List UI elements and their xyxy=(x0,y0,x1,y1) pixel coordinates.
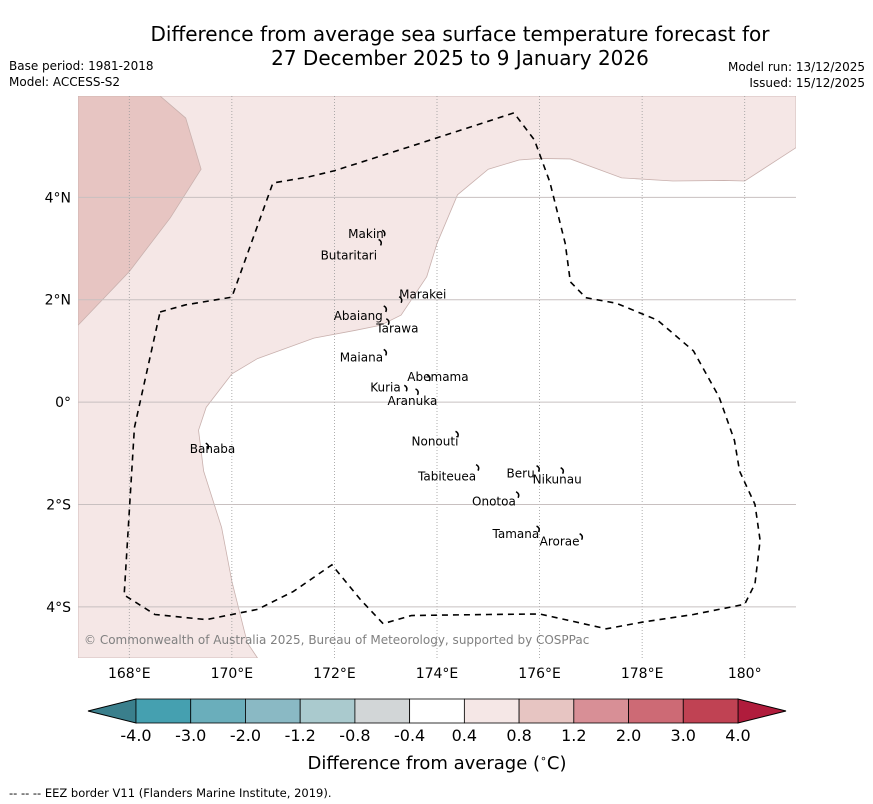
island-label: Tabiteuea xyxy=(417,470,476,484)
island-shape xyxy=(415,388,419,396)
colorbar-tick-label: 4.0 xyxy=(725,726,750,745)
island-shape xyxy=(383,305,388,313)
colorbar-tick-label: -1.2 xyxy=(285,726,316,745)
eez-footnote: -- -- -- EEZ border V11 (Flanders Marine… xyxy=(9,786,332,800)
colorbar-tick-label: 0.4 xyxy=(452,726,477,745)
x-axis-ticks: 168°E 170°E 172°E 174°E 176°E 178°E 180° xyxy=(108,666,762,682)
gridlines xyxy=(78,96,796,658)
island-label: Makin xyxy=(348,227,384,241)
colorbar-title: Difference from average (∘C) xyxy=(307,752,566,774)
eez-border xyxy=(123,111,761,630)
x-tick-label: 180° xyxy=(728,666,762,682)
island-label: Arorae xyxy=(540,535,580,549)
issued-date: Issued: 15/12/2025 xyxy=(749,76,865,90)
island-label: Kuria xyxy=(370,380,401,394)
chart-title-line1: Difference from average sea surface temp… xyxy=(150,22,770,46)
anomaly-regions xyxy=(78,96,796,658)
island-shape xyxy=(426,374,431,382)
colorbar-bin xyxy=(518,698,575,724)
colorbar-tick-label: 0.8 xyxy=(506,726,531,745)
colorbar-tick-label: -0.4 xyxy=(394,726,425,745)
island-label: Tarawa xyxy=(375,322,418,336)
copyright-notice: © Commonwealth of Australia 2025, Bureau… xyxy=(84,633,589,647)
y-axis-ticks: 4°N 2°N 0° 2°S 4°S xyxy=(45,190,72,615)
x-tick-label: 170°E xyxy=(211,666,254,682)
colorbar-bin xyxy=(245,698,301,724)
island-shape xyxy=(205,442,210,450)
x-tick-label: 172°E xyxy=(313,666,356,682)
island-shape xyxy=(385,318,390,326)
island-shape xyxy=(383,348,388,356)
colorbar-tick-label: -4.0 xyxy=(120,726,151,745)
colorbar-tick-label: -0.8 xyxy=(339,726,370,745)
colorbar-bin xyxy=(190,698,246,724)
island-label: Abemama xyxy=(407,370,468,384)
island-label: Onotoa xyxy=(472,495,516,509)
colorbar-bin xyxy=(682,698,739,724)
island-shape xyxy=(475,463,480,471)
chart-title-line2: 27 December 2025 to 9 January 2026 xyxy=(271,46,649,70)
colorbar: -4.0 -3.0 -2.0 -1.2 -0.8 -0.4 0.4 0.8 1.2 2.0 3.0 4… xyxy=(87,698,787,745)
colorbar-bin xyxy=(628,698,684,724)
island-label: Beru xyxy=(507,467,535,481)
x-tick-label: 176°E xyxy=(518,666,561,682)
colorbar-over-arrow xyxy=(737,698,787,724)
island-label: Aranuka xyxy=(388,394,438,408)
colorbar-bin xyxy=(573,698,629,724)
region-anomaly-0.8-to-1.2 xyxy=(78,96,202,326)
island-shape xyxy=(378,238,382,246)
island-label: Maiana xyxy=(340,350,383,364)
eez-border-line xyxy=(123,111,761,630)
colorbar-tick-label: -2.0 xyxy=(230,726,261,745)
colorbar-bin xyxy=(354,698,411,724)
island-shape xyxy=(536,525,540,533)
model-run-date: Model run: 13/12/2025 xyxy=(727,60,865,74)
island-shape xyxy=(579,533,584,541)
island-shape xyxy=(398,296,403,304)
forecast-metadata-right: Model run: 13/12/2025 Issued: 15/12/2025 xyxy=(728,59,865,91)
colorbar-bin xyxy=(463,698,520,724)
x-tick-label: 168°E xyxy=(108,666,151,682)
island-label: Banaba xyxy=(190,442,236,456)
colorbar-under-arrow xyxy=(87,698,137,724)
colorbar-tick-label: 1.2 xyxy=(561,726,586,745)
island-shape xyxy=(381,229,386,237)
island-shape xyxy=(560,467,565,475)
island-shape xyxy=(515,491,520,499)
colorbar-bin xyxy=(135,698,192,724)
y-tick-label: 2°N xyxy=(45,293,71,309)
x-tick-label: 174°E xyxy=(416,666,459,682)
island-label: Abaiang xyxy=(334,309,383,323)
island-label: Tamana xyxy=(492,527,540,541)
forecast-metadata-left: Base period: 1981-2018 Model: ACCESS-S2 xyxy=(9,58,154,90)
region-anomaly-0.4-to-0.8 xyxy=(78,96,796,658)
island-label: Butaritari xyxy=(321,248,378,262)
colorbar-tick-label: -3.0 xyxy=(175,726,206,745)
colorbar-bin xyxy=(409,698,465,724)
base-period: Base period: 1981-2018 xyxy=(9,59,154,73)
island-shape xyxy=(536,464,540,472)
y-tick-label: 4°S xyxy=(46,600,71,616)
model-name: Model: ACCESS-S2 xyxy=(9,75,121,89)
colorbar-tick-label: 3.0 xyxy=(671,726,696,745)
island-label: Nikunau xyxy=(533,473,582,487)
island-shape xyxy=(455,430,459,438)
island-label: Nonouti xyxy=(412,434,459,448)
island-shape xyxy=(403,384,408,392)
x-tick-label: 178°E xyxy=(621,666,664,682)
y-tick-label: 2°S xyxy=(46,497,71,513)
colorbar-tick-label: 2.0 xyxy=(616,726,641,745)
y-tick-label: 4°N xyxy=(45,190,71,206)
island-label: Marakei xyxy=(399,288,446,302)
colorbar-bin xyxy=(299,698,356,724)
y-tick-label: 0° xyxy=(55,395,71,411)
